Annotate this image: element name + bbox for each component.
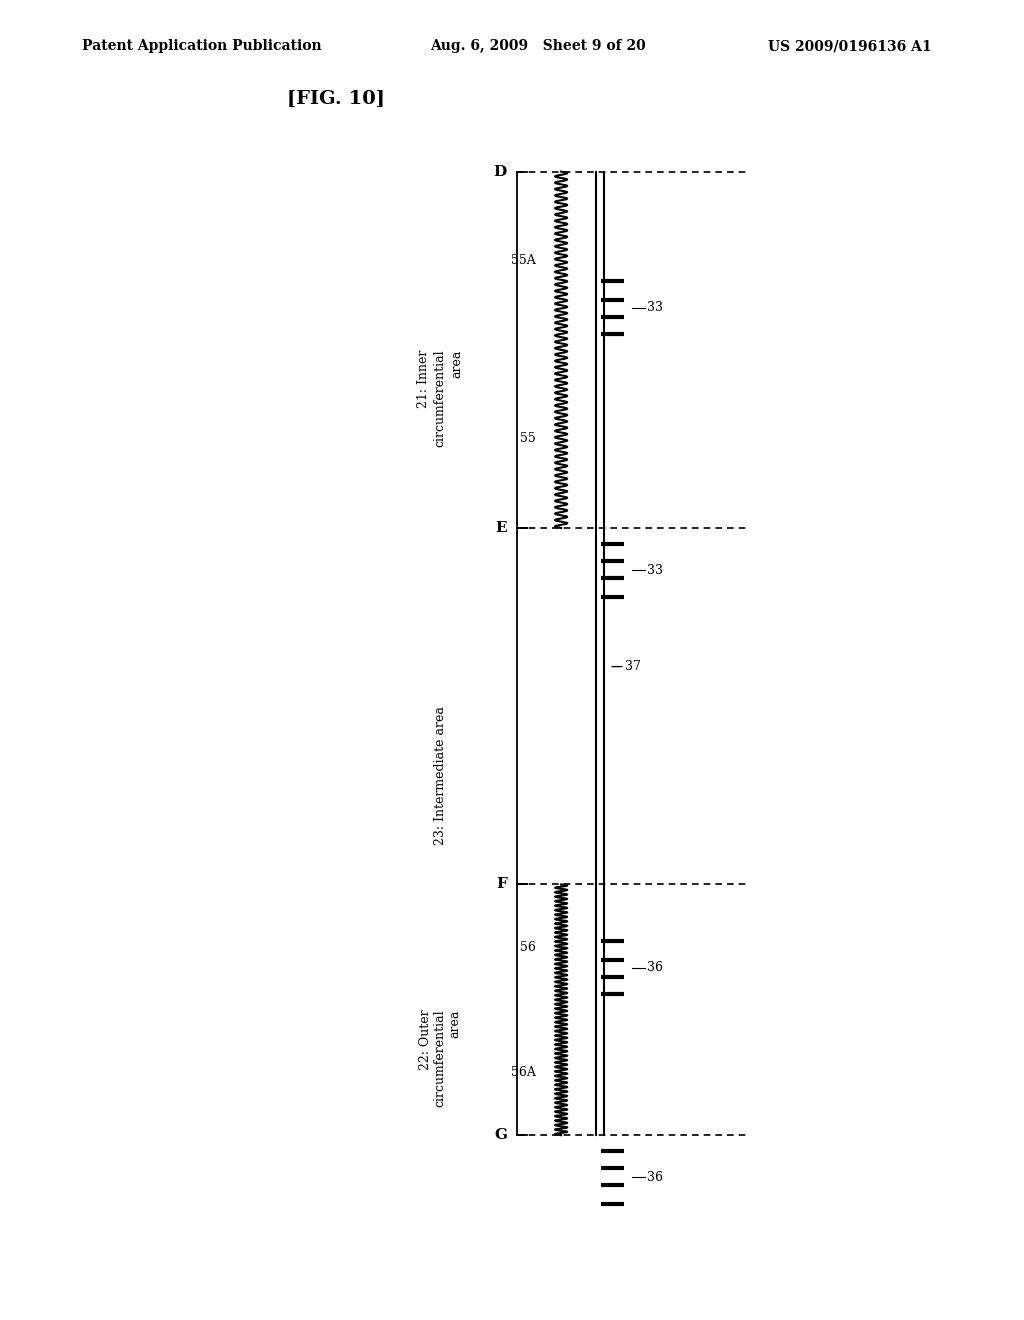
Text: 37: 37 — [625, 660, 641, 673]
Text: Patent Application Publication: Patent Application Publication — [82, 40, 322, 53]
Text: E: E — [496, 521, 507, 535]
Text: 23: Intermediate area: 23: Intermediate area — [434, 706, 446, 845]
Text: F: F — [496, 878, 507, 891]
Text: 55: 55 — [520, 433, 536, 445]
Text: 36: 36 — [647, 1171, 664, 1184]
Text: G: G — [494, 1129, 507, 1142]
Text: 56: 56 — [519, 941, 536, 953]
Text: 22: Outer
circumferential
area: 22: Outer circumferential area — [419, 1010, 462, 1107]
Text: 56A: 56A — [511, 1067, 536, 1078]
Text: 55A: 55A — [511, 255, 536, 267]
Text: 36: 36 — [647, 961, 664, 974]
Text: Aug. 6, 2009   Sheet 9 of 20: Aug. 6, 2009 Sheet 9 of 20 — [430, 40, 646, 53]
Text: 21: Inner
circumferential
area: 21: Inner circumferential area — [417, 350, 464, 447]
Text: D: D — [494, 165, 507, 178]
Text: 33: 33 — [647, 564, 664, 577]
Text: US 2009/0196136 A1: US 2009/0196136 A1 — [768, 40, 932, 53]
Text: 33: 33 — [647, 301, 664, 314]
Text: [FIG. 10]: [FIG. 10] — [287, 90, 385, 108]
